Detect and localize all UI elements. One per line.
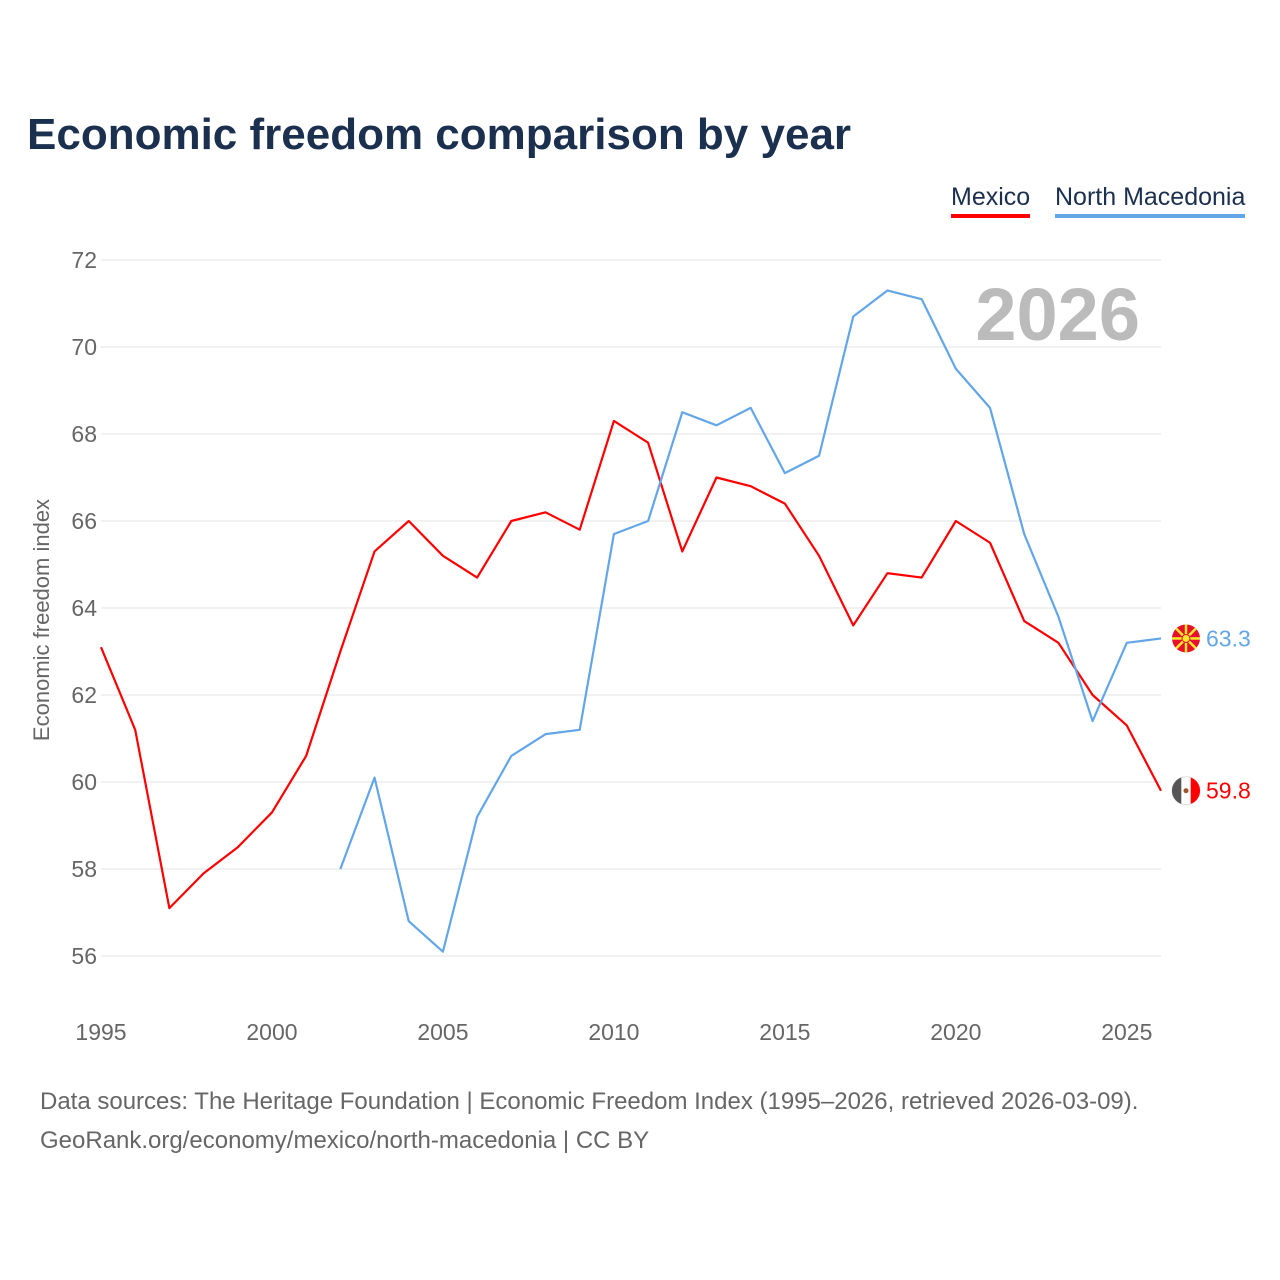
footer-sources: Data sources: The Heritage Foundation | … — [40, 1088, 1139, 1115]
end-value-label: 59.8 — [1206, 778, 1251, 804]
x-tick-label: 2020 — [930, 1019, 981, 1045]
x-tick-label: 2015 — [759, 1019, 810, 1045]
legend-north-macedonia[interactable]: North Macedonia — [1055, 183, 1246, 218]
x-tick-label: 2000 — [246, 1019, 297, 1045]
flag-right — [1190, 777, 1201, 804]
y-tick-label: 72 — [71, 247, 97, 273]
footer-url[interactable]: GeoRank.org/economy/mexico/north-macedon… — [40, 1127, 650, 1154]
flag-sun — [1181, 633, 1191, 643]
x-tick-label: 1995 — [75, 1019, 126, 1045]
x-tick-label: 2025 — [1101, 1019, 1152, 1045]
x-tick-label: 2010 — [588, 1019, 639, 1045]
y-tick-label: 62 — [71, 682, 97, 708]
y-tick-label: 60 — [71, 769, 97, 795]
y-tick-label: 58 — [71, 856, 97, 882]
y-tick-label: 68 — [71, 421, 97, 447]
y-tick-label: 64 — [71, 595, 97, 621]
x-tick-label: 2005 — [417, 1019, 468, 1045]
year-watermark: 2026 — [975, 273, 1140, 356]
flag-emblem — [1183, 788, 1189, 794]
y-tick-label: 66 — [71, 508, 97, 534]
series-line-north-macedonia — [339, 289, 1162, 953]
legend-mexico[interactable]: Mexico — [951, 183, 1031, 218]
y-tick-label: 56 — [71, 943, 97, 969]
flag-left — [1171, 777, 1182, 804]
chart-title: Economic freedom comparison by year — [27, 110, 852, 159]
series-line-mexico — [99, 419, 1162, 910]
y-tick-label: 70 — [71, 334, 97, 360]
end-value-label: 63.3 — [1206, 625, 1251, 651]
